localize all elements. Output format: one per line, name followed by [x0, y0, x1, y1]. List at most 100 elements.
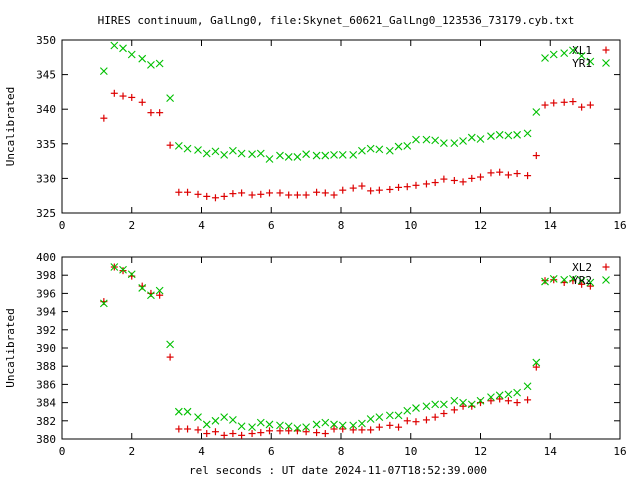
- x-tick-label: 8: [338, 219, 345, 232]
- marker-stroke: [256, 418, 265, 427]
- data-point: [468, 174, 476, 182]
- marker-stroke: [366, 415, 375, 423]
- data-point: [313, 429, 321, 437]
- data-point: [228, 146, 237, 155]
- marker-stroke: [110, 263, 119, 271]
- data-point: [211, 147, 220, 156]
- series-yr1: [99, 41, 595, 163]
- marker-stroke: [127, 50, 136, 59]
- data-point: [138, 284, 147, 292]
- marker-stroke: [459, 137, 467, 145]
- marker-stroke: [513, 388, 522, 397]
- data-point: [166, 94, 175, 103]
- data-point: [550, 99, 558, 107]
- y-tick-label: 392: [36, 324, 56, 337]
- data-point: [487, 397, 495, 405]
- data-point: [523, 129, 532, 138]
- marker-stroke: [330, 150, 338, 159]
- y-tick-label: 394: [36, 306, 56, 319]
- data-point: [175, 188, 183, 196]
- data-point: [349, 184, 357, 192]
- marker-stroke: [166, 340, 175, 349]
- data-point: [375, 145, 384, 154]
- marker-stroke: [602, 276, 610, 284]
- marker-stroke: [338, 150, 347, 159]
- data-point: [412, 404, 420, 412]
- data-point: [450, 139, 459, 147]
- data-point: [541, 277, 549, 286]
- data-point: [211, 428, 219, 436]
- marker-stroke: [284, 422, 293, 431]
- data-point: [110, 263, 119, 271]
- data-point: [220, 413, 229, 422]
- data-point: [128, 93, 136, 101]
- data-point: [211, 194, 219, 202]
- data-point: [513, 399, 521, 407]
- marker-stroke: [467, 400, 476, 409]
- data-point: [459, 178, 467, 186]
- marker-stroke: [403, 406, 412, 415]
- data-point: [422, 402, 431, 411]
- data-point: [586, 282, 594, 290]
- marker-stroke: [276, 421, 284, 430]
- data-point: [367, 426, 375, 434]
- marker-stroke: [358, 146, 366, 155]
- data-point: [412, 135, 420, 144]
- data-point: [138, 98, 146, 106]
- data-point: [119, 265, 127, 274]
- data-point: [532, 358, 541, 367]
- data-point: [276, 151, 284, 160]
- data-point: [476, 135, 485, 143]
- x-tick-label: 2: [128, 219, 135, 232]
- y-tick-label: 325: [36, 207, 56, 220]
- marker-stroke: [431, 400, 440, 409]
- data-point: [119, 44, 127, 53]
- marker-stroke: [174, 407, 183, 416]
- marker-stroke: [276, 151, 284, 160]
- data-point: [321, 189, 329, 197]
- data-point: [349, 426, 357, 434]
- data-point: [338, 150, 347, 159]
- marker-stroke: [174, 141, 183, 150]
- marker-stroke: [549, 50, 558, 59]
- data-point: [256, 149, 265, 158]
- data-point: [330, 191, 338, 199]
- data-point: [293, 153, 302, 161]
- data-point: [422, 180, 430, 188]
- marker-stroke: [349, 150, 358, 159]
- legend-label: XL1: [572, 44, 592, 57]
- data-point: [504, 131, 513, 140]
- x-tick-label: 16: [613, 445, 626, 458]
- x-tick-label: 14: [544, 219, 558, 232]
- marker-stroke: [228, 146, 237, 155]
- marker-stroke: [99, 299, 108, 308]
- marker-stroke: [321, 418, 330, 427]
- marker-stroke: [523, 382, 532, 391]
- marker-stroke: [549, 274, 558, 283]
- data-point: [431, 400, 440, 409]
- data-point: [321, 430, 329, 438]
- plot-frame: [61, 256, 621, 440]
- chart-title: HIRES continuum, GalLng0, file:Skynet_60…: [98, 14, 575, 27]
- data-point: [155, 286, 164, 295]
- marker-stroke: [476, 396, 485, 405]
- data-point: [403, 406, 412, 415]
- data-point: [550, 276, 558, 284]
- data-point: [487, 393, 495, 402]
- data-point: [532, 152, 540, 160]
- marker-stroke: [166, 94, 175, 103]
- marker-stroke: [248, 150, 256, 159]
- marker-stroke: [99, 67, 108, 76]
- marker-stroke: [403, 141, 412, 150]
- data-point: [237, 149, 246, 158]
- data-point: [147, 61, 155, 69]
- marker-stroke: [194, 146, 202, 154]
- data-point: [495, 391, 504, 400]
- data-point: [459, 137, 467, 145]
- marker-stroke: [412, 135, 420, 144]
- data-point: [523, 382, 532, 391]
- marker-stroke: [560, 275, 569, 284]
- data-point: [248, 191, 256, 199]
- marker-stroke: [330, 420, 338, 429]
- marker-stroke: [349, 421, 358, 430]
